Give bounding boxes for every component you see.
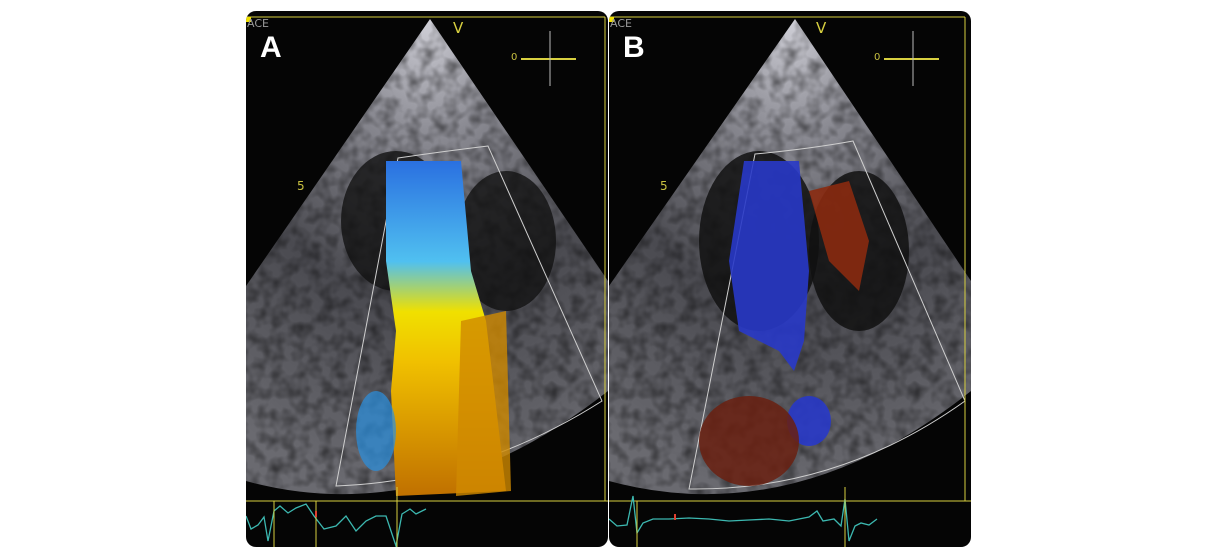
- ecg-marker: [315, 511, 317, 517]
- scale-zero: 0: [874, 52, 881, 63]
- scale-zero: 0: [511, 52, 518, 63]
- panel-label: B: [623, 31, 645, 64]
- orientation-marker: V: [453, 19, 464, 37]
- echo-panel-a: ACE A V 0 5: [246, 11, 608, 547]
- mode-label: ACE: [610, 17, 632, 30]
- depth-marker: 5: [297, 179, 305, 193]
- scale-marker: [884, 31, 939, 86]
- depth-marker: 5: [660, 179, 668, 193]
- ecg-marker: [674, 514, 676, 520]
- scale-marker: [521, 31, 576, 86]
- echo-image-b: [609, 16, 971, 547]
- echo-panel-b: ACE B V 0 5: [609, 11, 971, 547]
- red-flow: [809, 181, 869, 291]
- color-box: [335, 145, 603, 487]
- blue-flow: [729, 161, 809, 371]
- ecg-trace: [246, 503, 427, 547]
- ecg-trace: [609, 495, 878, 542]
- echo-image-a: [246, 16, 608, 547]
- orientation-marker: V: [816, 19, 827, 37]
- panel-label: A: [260, 31, 282, 64]
- mode-label: ACE: [247, 17, 269, 30]
